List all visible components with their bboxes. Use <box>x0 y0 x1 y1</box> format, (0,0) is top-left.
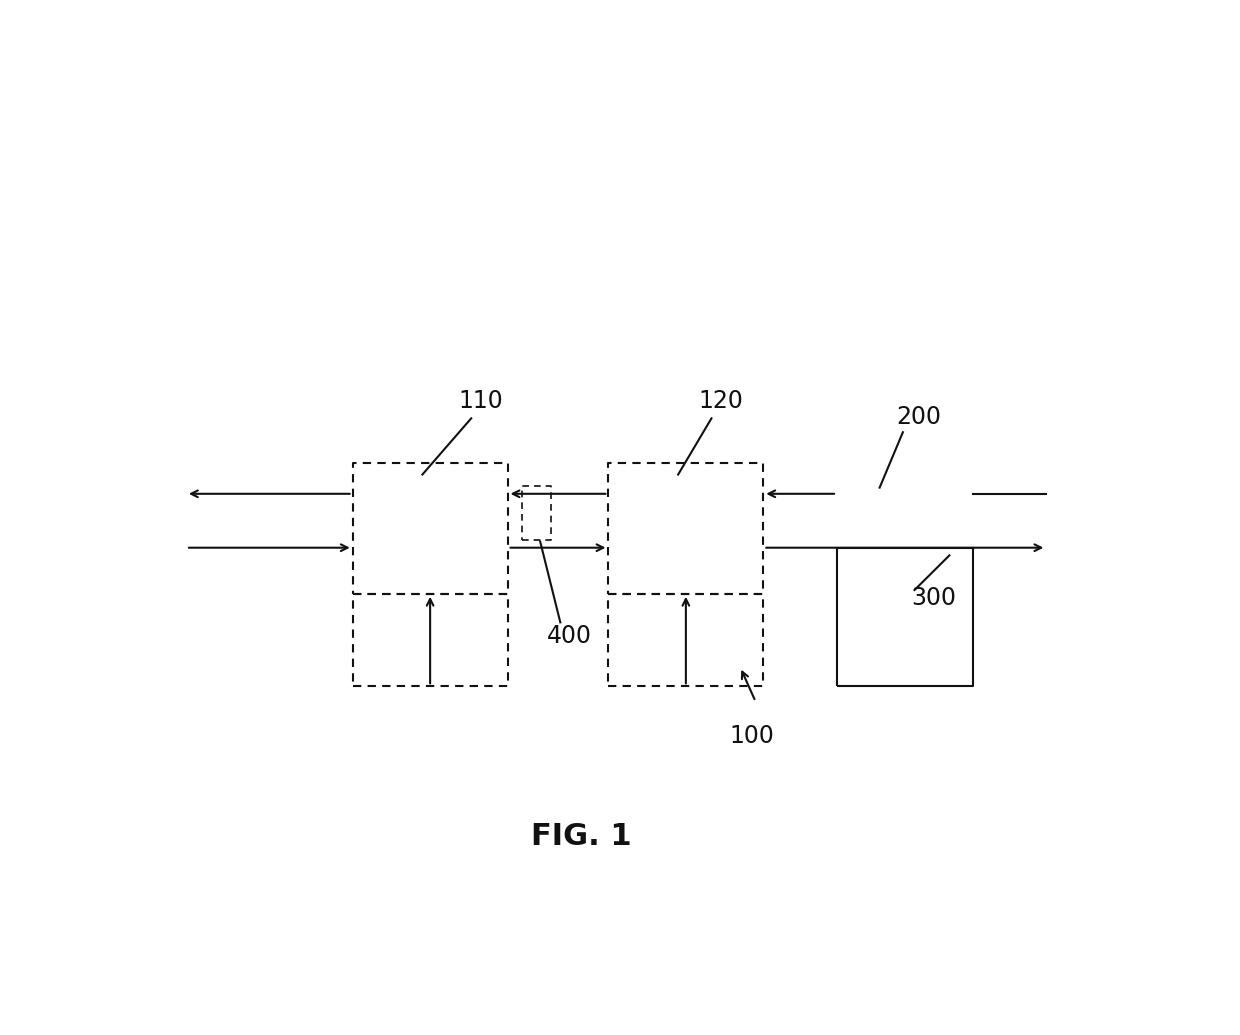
Text: 110: 110 <box>458 389 503 413</box>
Text: 300: 300 <box>911 586 956 610</box>
Text: FIG. 1: FIG. 1 <box>531 822 631 851</box>
Text: 200: 200 <box>895 405 941 428</box>
Text: 400: 400 <box>547 624 593 648</box>
Text: 120: 120 <box>698 389 743 413</box>
Text: 100: 100 <box>729 724 774 748</box>
